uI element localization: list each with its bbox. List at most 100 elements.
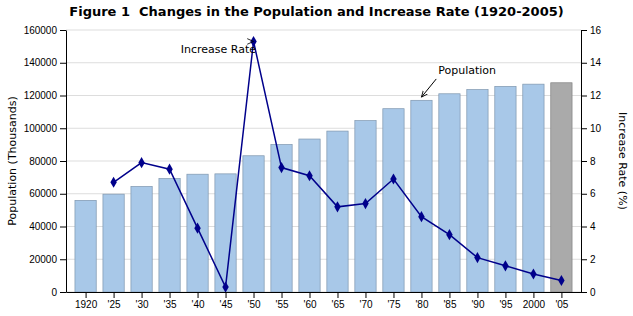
marker [306,170,312,181]
y-tick-label: 0 [51,287,57,298]
y2-tick: 8 [581,156,596,167]
y-axis-title: Population (Thousands) [6,96,19,225]
y-tick-label: 40000 [29,221,57,232]
x-tick-mark [449,292,450,298]
y-tick-label: 100000 [24,123,58,134]
y-tick: 0 [51,287,66,298]
x-tick: '60 [303,292,316,310]
bar [523,84,544,292]
marker [194,223,200,234]
x-tick-label: '65 [331,299,344,310]
y-tick: 140000 [24,57,66,68]
y-tick: 60000 [29,188,66,199]
y2-tick-label: 12 [590,90,602,101]
y-tick: 160000 [24,25,66,36]
x-tick: '80 [415,292,428,310]
x-tick-mark [170,292,171,298]
y2-tick-mark [581,292,587,293]
x-tick-label: 2000 [523,299,546,310]
y-tick: 100000 [24,123,66,134]
x-tick-mark [226,292,227,298]
x-tick-mark [310,292,311,298]
y-tick-mark [60,259,66,260]
marker [558,275,564,286]
y2-tick-mark [581,259,587,260]
marker [446,229,452,240]
chart-svg: 1920'25'30'35'40'45'50'55'60'65'70'75'80… [0,0,633,316]
x-tick-label: '90 [471,299,484,310]
x-tick-label: '45 [220,299,233,310]
annotation-text: Population [438,64,496,77]
annotations: Increase Rate Population [181,41,496,97]
x-tick: '50 [248,292,261,310]
x-tick: '75 [387,292,400,310]
y-tick-mark [60,227,66,228]
marker [222,282,228,292]
line [114,41,562,287]
x-tick-mark [198,292,199,298]
y-axis-line [66,31,67,293]
bar [495,86,516,292]
x-tick-label: '95 [499,299,512,310]
x-tick-mark [477,292,478,298]
y2-tick: 14 [581,57,602,68]
y2-tick-label: 10 [590,123,602,134]
x-axis-line [67,292,582,293]
x-tick-mark [421,292,422,298]
y-tick-mark [60,63,66,64]
annotation-text: Increase Rate [181,43,257,56]
x-tick-mark [365,292,366,298]
y-tick: 40000 [29,221,66,232]
marker [334,201,340,212]
bar [215,174,236,292]
x-tick-mark [393,292,394,298]
y-tick: 20000 [29,254,66,265]
x-tick-label: '85 [443,299,456,310]
bar [467,90,488,292]
x-axis: 1920'25'30'35'40'45'50'55'60'65'70'75'80… [67,292,582,310]
x-tick-mark [114,292,115,298]
bar [355,121,376,292]
y2-tick: 4 [581,221,596,232]
x-tick-mark [561,292,562,298]
marker [278,162,284,173]
bar [243,156,264,292]
x-tick: 2000 [523,292,546,310]
bar [383,109,404,292]
x-tick-label: '35 [164,299,177,310]
x-tick: '05 [555,292,568,310]
x-tick-label: '40 [192,299,205,310]
x-tick-label: '70 [359,299,372,310]
y-tick-mark [60,128,66,129]
bar [159,179,180,292]
x-tick-mark [337,292,338,298]
y2-tick-label: 16 [590,25,602,36]
bar [187,174,208,292]
x-tick: '25 [108,292,121,310]
x-tick-mark [533,292,534,298]
y2-axis: 0246810121416 [581,25,602,298]
x-tick: '35 [164,292,177,310]
plot-area [75,36,572,292]
x-tick-label: '50 [248,299,261,310]
x-tick: '55 [275,292,288,310]
grid-line [66,62,581,63]
marker [390,173,396,184]
x-tick-mark [142,292,143,298]
y2-tick-label: 0 [590,287,596,298]
x-tick: '90 [471,292,484,310]
bar [271,144,292,292]
marker [362,198,368,209]
y2-tick: 10 [581,123,602,134]
x-tick-label: '75 [387,299,400,310]
x-tick-label: '60 [303,299,316,310]
x-tick-mark [254,292,255,298]
y-tick: 80000 [29,156,66,167]
marker [474,252,480,263]
bar [131,186,152,292]
y2-tick: 0 [581,287,596,298]
x-tick: '45 [220,292,233,310]
x-tick-label: '55 [275,299,288,310]
grid [66,30,581,292]
x-tick: '85 [443,292,456,310]
